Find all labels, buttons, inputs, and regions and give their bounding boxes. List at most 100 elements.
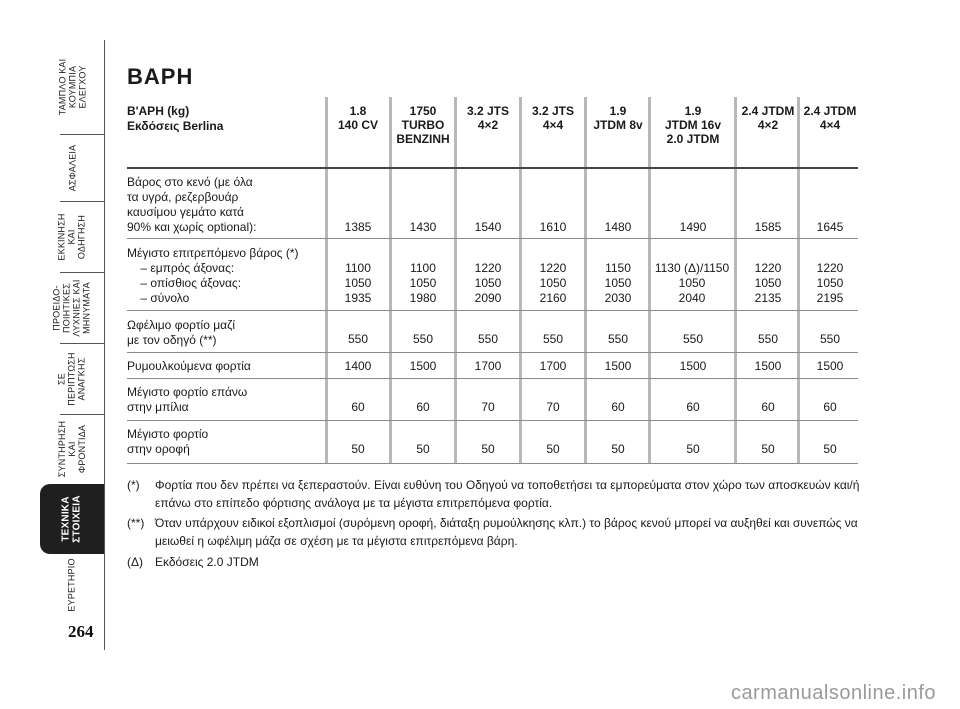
column-header-line: 2.4 JTDM xyxy=(741,104,795,118)
column-header-line: 3.2 JTS xyxy=(531,104,575,118)
column-bar xyxy=(648,97,651,463)
table-cell: 1500 xyxy=(409,359,437,373)
row-header-versions: Εκδόσεις Berlina xyxy=(127,119,224,133)
tab-technical-data[interactable]: ΤΕΧΝΙΚΑ ΣΤΟΙΧΕΙΑ xyxy=(40,484,104,554)
table-cell: 1385 xyxy=(344,220,372,234)
table-cell: 50 xyxy=(351,442,365,456)
tab-dashboard-controls[interactable]: ΤΑΜΠΛΟ ΚΑΙ ΚΟΥΜΠΙΑ ΕΛΕΓΧΟΥ xyxy=(40,40,104,134)
table-cell: 60 xyxy=(823,400,837,414)
tab-safety[interactable]: ΑΣΦΑΛΕΙΑ xyxy=(40,135,104,201)
footnote-text: Όταν υπάρχουν ειδικοί εξοπλισμοί (συρόμε… xyxy=(155,516,858,548)
column-header-line: JTDM 8v xyxy=(593,118,643,132)
row-label-towball-load: Μέγιστο φορτίο επάνω στην μπίλια xyxy=(127,385,248,414)
column-header: 1.9 JTDM 8v xyxy=(588,104,648,132)
table-cell: 50 xyxy=(823,442,837,456)
table-cell: 550 xyxy=(412,332,434,346)
page-title: ΒΑΡΗ xyxy=(127,64,194,89)
column-header: 3.2 JTS 4×2 xyxy=(458,104,518,132)
row-label-towed-loads: Ρυμουλκούμενα φορτία xyxy=(127,359,251,373)
tab-emergency[interactable]: ΣΕ ΠΕΡΙΠΤΩΣΗ ΑΝΑΓΚΗΣ xyxy=(40,344,104,414)
sidebar-divider xyxy=(104,40,105,650)
row-rule xyxy=(127,310,858,311)
column-header: 1.9 JTDM 16v 2.0 JTDM xyxy=(652,104,734,146)
table-cell: 1645 xyxy=(816,220,844,234)
row-label-max-weight: Μέγιστο επιτρεπόμενο βάρος (*) – εμπρός … xyxy=(127,246,299,305)
table-cell: 70 xyxy=(481,400,495,414)
table-cell: 550 xyxy=(682,332,704,346)
table-cell: 1220 1050 2160 xyxy=(539,261,567,305)
table-cell: 1430 xyxy=(409,220,437,234)
column-header-line: 1.9 xyxy=(609,104,627,118)
table-cell: 1220 1050 2195 xyxy=(816,261,844,305)
table-cell: 1150 1050 2030 xyxy=(604,261,632,305)
table-cell: 550 xyxy=(607,332,629,346)
table-cell: 50 xyxy=(686,442,700,456)
table-cell: 1220 1050 2135 xyxy=(754,261,782,305)
page-number: 264 xyxy=(68,622,94,641)
chapter-sidebar: ΤΑΜΠΛΟ ΚΑΙ ΚΟΥΜΠΙΑ ΕΛΕΓΧΟΥ ΑΣΦΑΛΕΙΑ ΕΚΚΙ… xyxy=(0,0,108,709)
row-label-roof-load: Μέγιστο φορτίο στην οροφή xyxy=(127,427,209,456)
table-cell: 1585 xyxy=(754,220,782,234)
column-header: 3.2 JTS 4×4 xyxy=(523,104,583,132)
table-row-header: Β'ΑΡΗ (kg) Εκδόσεις Berlina xyxy=(127,104,223,134)
table-cell: 550 xyxy=(347,332,369,346)
tab-label: ΠΡΟΕΙΔΟ- ΠΟΙΗΤΙΚΕΣ ΛΥΧΝΙΕΣ ΚΑΙ ΜΗΝΥΜΑΤΑ xyxy=(52,279,92,337)
tab-label: ΣΥΝΤΗΡΗΣΗ ΚΑΙ ΦΡΟΝΤΙΔΑ xyxy=(57,420,87,478)
footnote-mark: (*) xyxy=(127,478,140,492)
tab-separator xyxy=(60,414,104,415)
table-cell: 1400 xyxy=(344,359,372,373)
row-rule xyxy=(127,238,858,239)
tab-separator xyxy=(60,201,104,202)
table-cell: 1500 xyxy=(754,359,782,373)
column-header-line: 1.8 xyxy=(349,104,367,118)
tab-separator xyxy=(60,272,104,273)
table-cell: 1130 (Δ)/1150 1050 2040 xyxy=(654,261,730,305)
column-header: 1.8 140 CV xyxy=(329,104,387,132)
tab-starting-driving[interactable]: ΕΚΚΙΝΗΣΗ ΚΑΙ ΟΔΗΓΗΣΗ xyxy=(40,202,104,272)
row-rule xyxy=(127,420,858,421)
column-header-line: 2.4 JTDM xyxy=(803,104,857,118)
footnote-mark: (**) xyxy=(127,516,145,530)
header-rule xyxy=(127,167,858,169)
column-header: 2.4 JTDM 4×2 xyxy=(738,104,798,132)
table-cell: 60 xyxy=(416,400,430,414)
table-cell: 50 xyxy=(611,442,625,456)
column-header: 2.4 JTDM 4×4 xyxy=(801,104,859,132)
tab-label: ΕΥΡΕΤΗΡΙΟ xyxy=(66,558,77,612)
column-bar xyxy=(584,97,587,463)
column-bar xyxy=(734,97,737,463)
table-cell: 50 xyxy=(761,442,775,456)
column-header-line: 1.9 xyxy=(684,104,702,118)
row-header-weights: Β'ΑΡΗ (kg) xyxy=(127,104,190,118)
table-cell: 550 xyxy=(477,332,499,346)
footnote-text: Εκδόσεις 2.0 JTDM xyxy=(155,555,259,569)
column-header-line: 2.0 JTDM xyxy=(666,132,720,146)
table-cell: 1700 xyxy=(474,359,502,373)
table-cell: 1500 xyxy=(604,359,632,373)
tab-index[interactable]: ΕΥΡΕΤΗΡΙΟ xyxy=(40,555,104,615)
table-cell: 50 xyxy=(416,442,430,456)
table-cell: 1500 xyxy=(679,359,707,373)
row-rule xyxy=(127,378,858,379)
table-cell: 1490 xyxy=(679,220,707,234)
column-header-line: 4×4 xyxy=(542,118,564,132)
table-cell: 1100 1050 1935 xyxy=(344,261,372,305)
column-header-line: 140 CV xyxy=(337,118,379,132)
column-header-line: 4×2 xyxy=(757,118,779,132)
table-cell: 1220 1050 2090 xyxy=(474,261,502,305)
column-header-line: 1750 xyxy=(409,104,437,118)
column-header: 1750 TURBO BENZINH xyxy=(393,104,453,146)
table-cell: 1540 xyxy=(474,220,502,234)
column-header-line: 4×4 xyxy=(819,118,841,132)
tab-warning-lights[interactable]: ΠΡΟΕΙΔΟ- ΠΟΙΗΤΙΚΕΣ ΛΥΧΝΙΕΣ ΚΑΙ ΜΗΝΥΜΑΤΑ xyxy=(40,273,104,343)
table-cell: 1480 xyxy=(604,220,632,234)
tab-label: ΕΚΚΙΝΗΣΗ ΚΑΙ ΟΔΗΓΗΣΗ xyxy=(56,213,87,261)
tab-maintenance[interactable]: ΣΥΝΤΗΡΗΣΗ ΚΑΙ ΦΡΟΝΤΙΔΑ xyxy=(40,415,104,483)
table-cell: 1610 xyxy=(539,220,567,234)
column-header-line: JTDM 16v xyxy=(664,118,722,132)
table-cell: 50 xyxy=(481,442,495,456)
footnote-text: Φορτία που δεν πρέπει να ξεπεραστούν. Εί… xyxy=(155,478,860,510)
table-cell: 550 xyxy=(542,332,564,346)
tab-label: ΣΕ ΠΕΡΙΠΤΩΣΗ ΑΝΑΓΚΗΣ xyxy=(57,352,87,406)
row-label-payload: Ωφέλιμο φορτίο μαζί με τον οδηγό (**) xyxy=(127,318,236,347)
